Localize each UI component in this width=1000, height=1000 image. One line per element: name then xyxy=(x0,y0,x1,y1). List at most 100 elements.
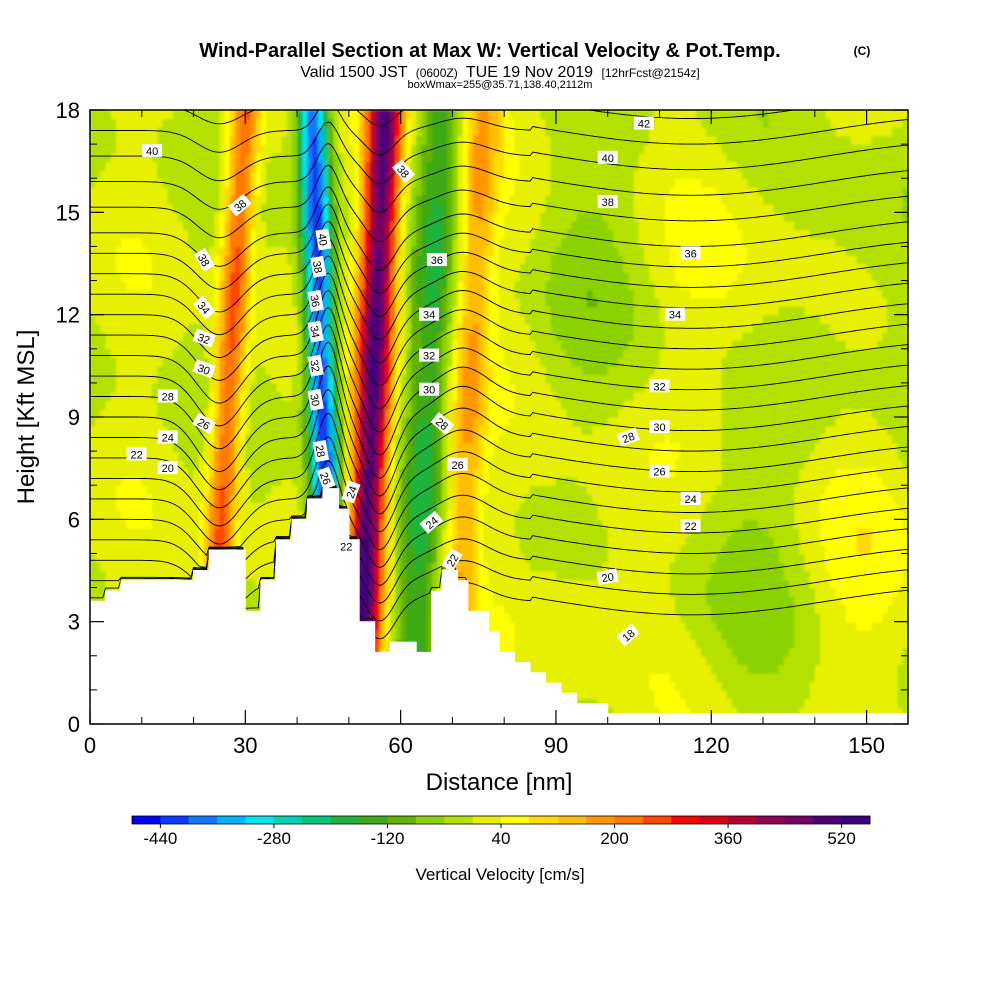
velocity-cell xyxy=(141,118,148,128)
velocity-cell xyxy=(240,280,247,290)
velocity-cell xyxy=(240,510,247,521)
velocity-cell xyxy=(255,135,262,145)
velocity-cell xyxy=(374,382,381,393)
velocity-cell xyxy=(390,203,397,214)
velocity-cell xyxy=(214,340,221,350)
velocity-cell xyxy=(297,254,304,265)
velocity-cell xyxy=(224,502,231,512)
velocity-cell xyxy=(276,212,283,222)
velocity-cell xyxy=(395,246,402,256)
velocity-cell xyxy=(260,485,267,495)
velocity-cell xyxy=(234,434,241,444)
velocity-cell xyxy=(400,408,407,418)
velocity-cell xyxy=(266,357,273,367)
velocity-cell xyxy=(359,297,366,307)
velocity-cell xyxy=(178,570,184,580)
velocity-cell xyxy=(183,306,190,316)
velocity-cell xyxy=(400,417,407,427)
velocity-cell xyxy=(105,451,112,461)
velocity-cell xyxy=(121,357,128,367)
velocity-cell xyxy=(276,510,283,521)
velocity-cell xyxy=(410,408,417,418)
velocity-cell xyxy=(188,434,195,444)
velocity-cell xyxy=(240,476,247,487)
velocity-cell xyxy=(364,357,371,367)
velocity-cell xyxy=(395,323,402,333)
velocity-cell xyxy=(431,220,438,231)
velocity-cell xyxy=(276,408,283,418)
velocity-cell xyxy=(126,135,133,145)
velocity-cell xyxy=(369,382,376,393)
velocity-cell xyxy=(348,195,355,205)
velocity-cell xyxy=(245,178,252,188)
velocity-cell xyxy=(250,519,257,529)
velocity-cell xyxy=(431,118,438,128)
velocity-cell xyxy=(167,425,174,435)
velocity-cell xyxy=(105,263,112,273)
velocity-cell xyxy=(302,374,309,384)
velocity-cell xyxy=(436,289,443,299)
velocity-cell xyxy=(364,519,371,529)
velocity-cell xyxy=(322,459,329,469)
velocity-cell xyxy=(421,263,428,273)
velocity-cell xyxy=(338,169,345,180)
velocity-cell xyxy=(426,135,433,145)
velocity-cell xyxy=(405,178,412,188)
velocity-cell xyxy=(240,493,247,504)
velocity-cell xyxy=(416,195,423,205)
velocity-cell xyxy=(421,587,428,597)
velocity-cell xyxy=(400,331,407,342)
velocity-cell xyxy=(400,280,407,290)
velocity-cell xyxy=(390,314,397,324)
velocity-cell xyxy=(328,348,335,359)
velocity-cell xyxy=(317,348,324,359)
velocity-cell xyxy=(162,544,169,555)
velocity-cell xyxy=(338,348,345,359)
velocity-cell xyxy=(348,161,355,171)
velocity-cell xyxy=(374,280,381,290)
velocity-cell xyxy=(436,280,443,290)
velocity-cell xyxy=(224,340,231,350)
velocity-cell xyxy=(379,570,386,580)
velocity-cell xyxy=(188,127,195,137)
velocity-cell xyxy=(95,314,102,324)
velocity-cell xyxy=(395,212,402,222)
velocity-cell xyxy=(291,365,298,376)
velocity-cell xyxy=(266,399,273,410)
velocity-cell xyxy=(131,536,138,546)
velocity-cell xyxy=(250,297,257,307)
velocity-cell xyxy=(281,485,288,495)
velocity-cell xyxy=(90,417,96,427)
velocity-cell xyxy=(271,195,278,205)
velocity-cell xyxy=(286,434,293,444)
velocity-cell xyxy=(90,570,96,580)
velocity-cell xyxy=(209,451,216,461)
velocity-cell xyxy=(141,391,148,401)
velocity-cell xyxy=(105,289,112,299)
velocity-cell xyxy=(374,434,381,444)
velocity-cell xyxy=(410,348,417,359)
velocity-cell xyxy=(369,579,376,589)
velocity-cell xyxy=(105,365,112,376)
velocity-cell xyxy=(297,220,304,231)
velocity-cell xyxy=(343,297,350,307)
velocity-cell xyxy=(136,152,143,162)
velocity-cell xyxy=(390,544,397,555)
velocity-cell xyxy=(172,297,179,307)
velocity-cell xyxy=(105,579,112,589)
velocity-cell xyxy=(426,417,433,427)
velocity-cell xyxy=(442,536,449,546)
velocity-cell xyxy=(157,340,164,350)
velocity-cell xyxy=(338,178,345,188)
velocity-cell xyxy=(214,374,221,384)
velocity-cell xyxy=(271,297,278,307)
velocity-cell xyxy=(343,289,350,299)
velocity-cell xyxy=(141,323,148,333)
velocity-cell xyxy=(421,212,428,222)
velocity-cell xyxy=(90,502,96,512)
velocity-cell xyxy=(379,417,386,427)
velocity-cell xyxy=(126,417,133,427)
velocity-cell xyxy=(157,314,164,324)
velocity-cell xyxy=(359,229,366,239)
velocity-cell xyxy=(115,425,122,435)
